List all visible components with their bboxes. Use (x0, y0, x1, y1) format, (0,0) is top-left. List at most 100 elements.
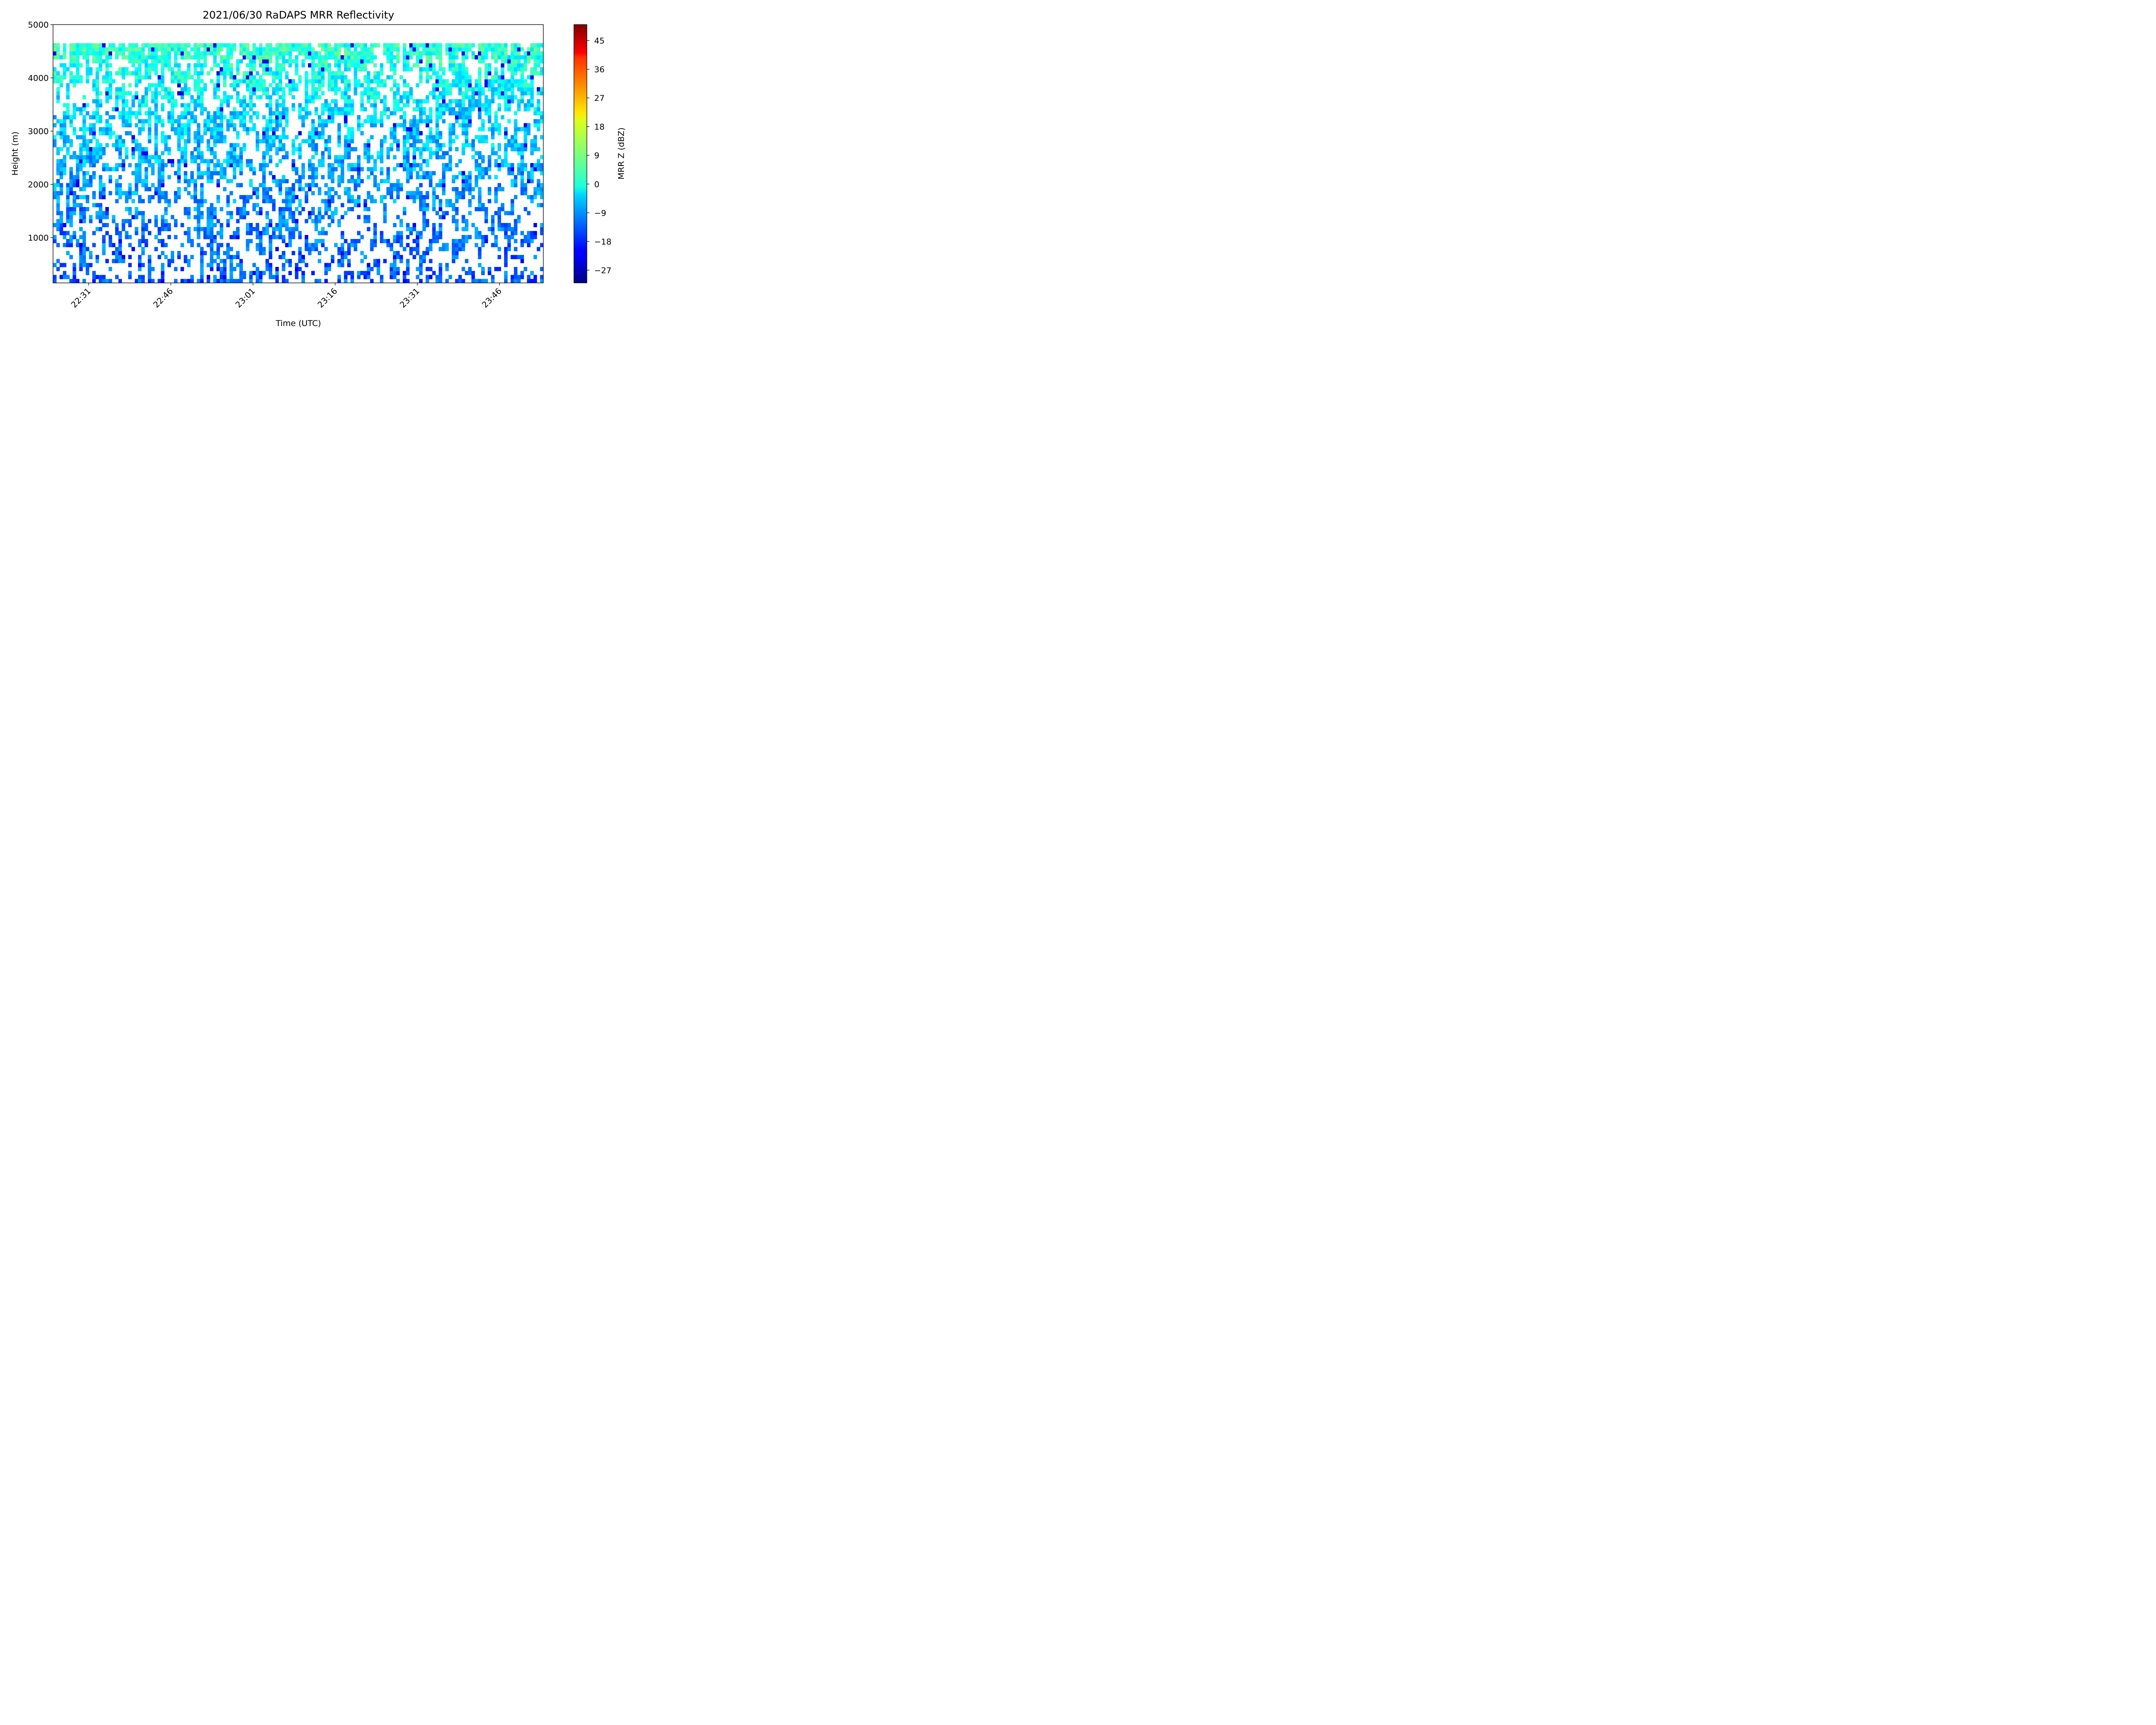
heatmap-cell (511, 203, 514, 207)
heatmap-cell (304, 191, 308, 195)
heatmap-cell (481, 123, 485, 128)
heatmap-cell (99, 279, 103, 283)
heatmap-cell (252, 91, 256, 96)
heatmap-cell (85, 207, 89, 211)
heatmap-cell (311, 95, 315, 100)
heatmap-cell (288, 235, 292, 239)
heatmap-cell (406, 67, 410, 72)
heatmap-cell (432, 199, 436, 204)
heatmap-cell (275, 63, 279, 68)
heatmap-cell (520, 187, 524, 191)
heatmap-cell (455, 223, 459, 227)
heatmap-cell (465, 67, 469, 72)
heatmap-cell (200, 55, 204, 60)
heatmap-cell (389, 127, 393, 132)
heatmap-cell (314, 167, 318, 172)
heatmap-cell (481, 155, 485, 160)
heatmap-cell (79, 147, 83, 151)
heatmap-cell (520, 75, 524, 80)
heatmap-cell (53, 191, 57, 195)
heatmap-cell (409, 171, 413, 176)
heatmap-cell (364, 87, 367, 91)
heatmap-cell (229, 47, 233, 52)
heatmap-cell (79, 259, 83, 263)
heatmap-cell (455, 175, 459, 179)
heatmap-cell (138, 275, 142, 279)
heatmap-cell (304, 115, 308, 119)
x-tick-label: 22:46 (151, 286, 175, 310)
heatmap-cell (112, 131, 116, 135)
heatmap-cell (533, 143, 537, 147)
heatmap-cell (60, 63, 63, 68)
heatmap-cell (471, 107, 475, 112)
heatmap-cell (458, 87, 462, 91)
heatmap-cell (190, 275, 194, 279)
heatmap-cell (147, 71, 151, 75)
heatmap-cell (507, 239, 511, 243)
heatmap-cell (304, 95, 308, 100)
heatmap-cell (138, 171, 142, 176)
heatmap-cell (105, 47, 109, 52)
heatmap-cell (200, 91, 204, 96)
heatmap-cell (167, 147, 171, 151)
heatmap-cell (432, 95, 436, 100)
heatmap-cell (282, 95, 285, 100)
heatmap-cell (177, 191, 181, 195)
heatmap-cell (118, 43, 122, 48)
heatmap-cell (187, 211, 191, 216)
heatmap-cell (118, 187, 122, 191)
heatmap-cell (187, 227, 191, 232)
heatmap-cell (138, 47, 142, 52)
heatmap-cell (364, 43, 367, 48)
heatmap-cell (282, 239, 285, 243)
heatmap-cell (102, 275, 106, 279)
heatmap-cell (501, 47, 505, 52)
heatmap-cell (321, 111, 325, 116)
heatmap-cell (216, 75, 220, 80)
heatmap-cell (373, 63, 377, 68)
heatmap-cell (138, 263, 142, 267)
heatmap-cell (141, 247, 145, 251)
heatmap-cell (396, 83, 400, 88)
heatmap-cell (370, 47, 374, 52)
heatmap-cell (478, 163, 482, 167)
heatmap-cell (317, 163, 322, 167)
heatmap-cell (197, 147, 201, 151)
heatmap-cell (488, 79, 492, 84)
heatmap-cell (255, 55, 260, 60)
heatmap-cell (60, 131, 63, 135)
heatmap-cell (357, 203, 361, 207)
heatmap-cell (331, 99, 335, 104)
heatmap-cell (275, 99, 279, 104)
heatmap-cell (367, 175, 370, 179)
heatmap-cell (288, 243, 292, 248)
heatmap-cell (386, 243, 390, 248)
heatmap-cell (344, 123, 348, 128)
heatmap-cell (60, 263, 63, 267)
heatmap-cell (412, 191, 416, 195)
heatmap-cell (128, 183, 132, 188)
heatmap-cell (403, 119, 407, 124)
heatmap-cell (461, 187, 465, 191)
heatmap-cell (429, 91, 432, 96)
heatmap-cell (514, 127, 517, 132)
heatmap-cell (105, 55, 109, 60)
heatmap-cell (422, 259, 426, 263)
heatmap-cell (282, 107, 285, 112)
heatmap-cell (373, 239, 377, 243)
heatmap-cell (105, 75, 109, 80)
heatmap-cell (389, 67, 393, 72)
heatmap-cell (494, 211, 498, 216)
heatmap-cell (144, 111, 148, 116)
heatmap-cell (465, 107, 469, 112)
heatmap-cell (138, 155, 142, 160)
heatmap-cell (465, 223, 469, 227)
heatmap-cell (174, 195, 178, 200)
heatmap-cell (157, 171, 161, 176)
heatmap-cell (435, 111, 439, 116)
heatmap-cell (128, 107, 132, 112)
heatmap-cell (373, 103, 377, 108)
heatmap-cell (262, 171, 266, 176)
heatmap-cell (419, 263, 423, 267)
heatmap-cell (135, 75, 138, 80)
